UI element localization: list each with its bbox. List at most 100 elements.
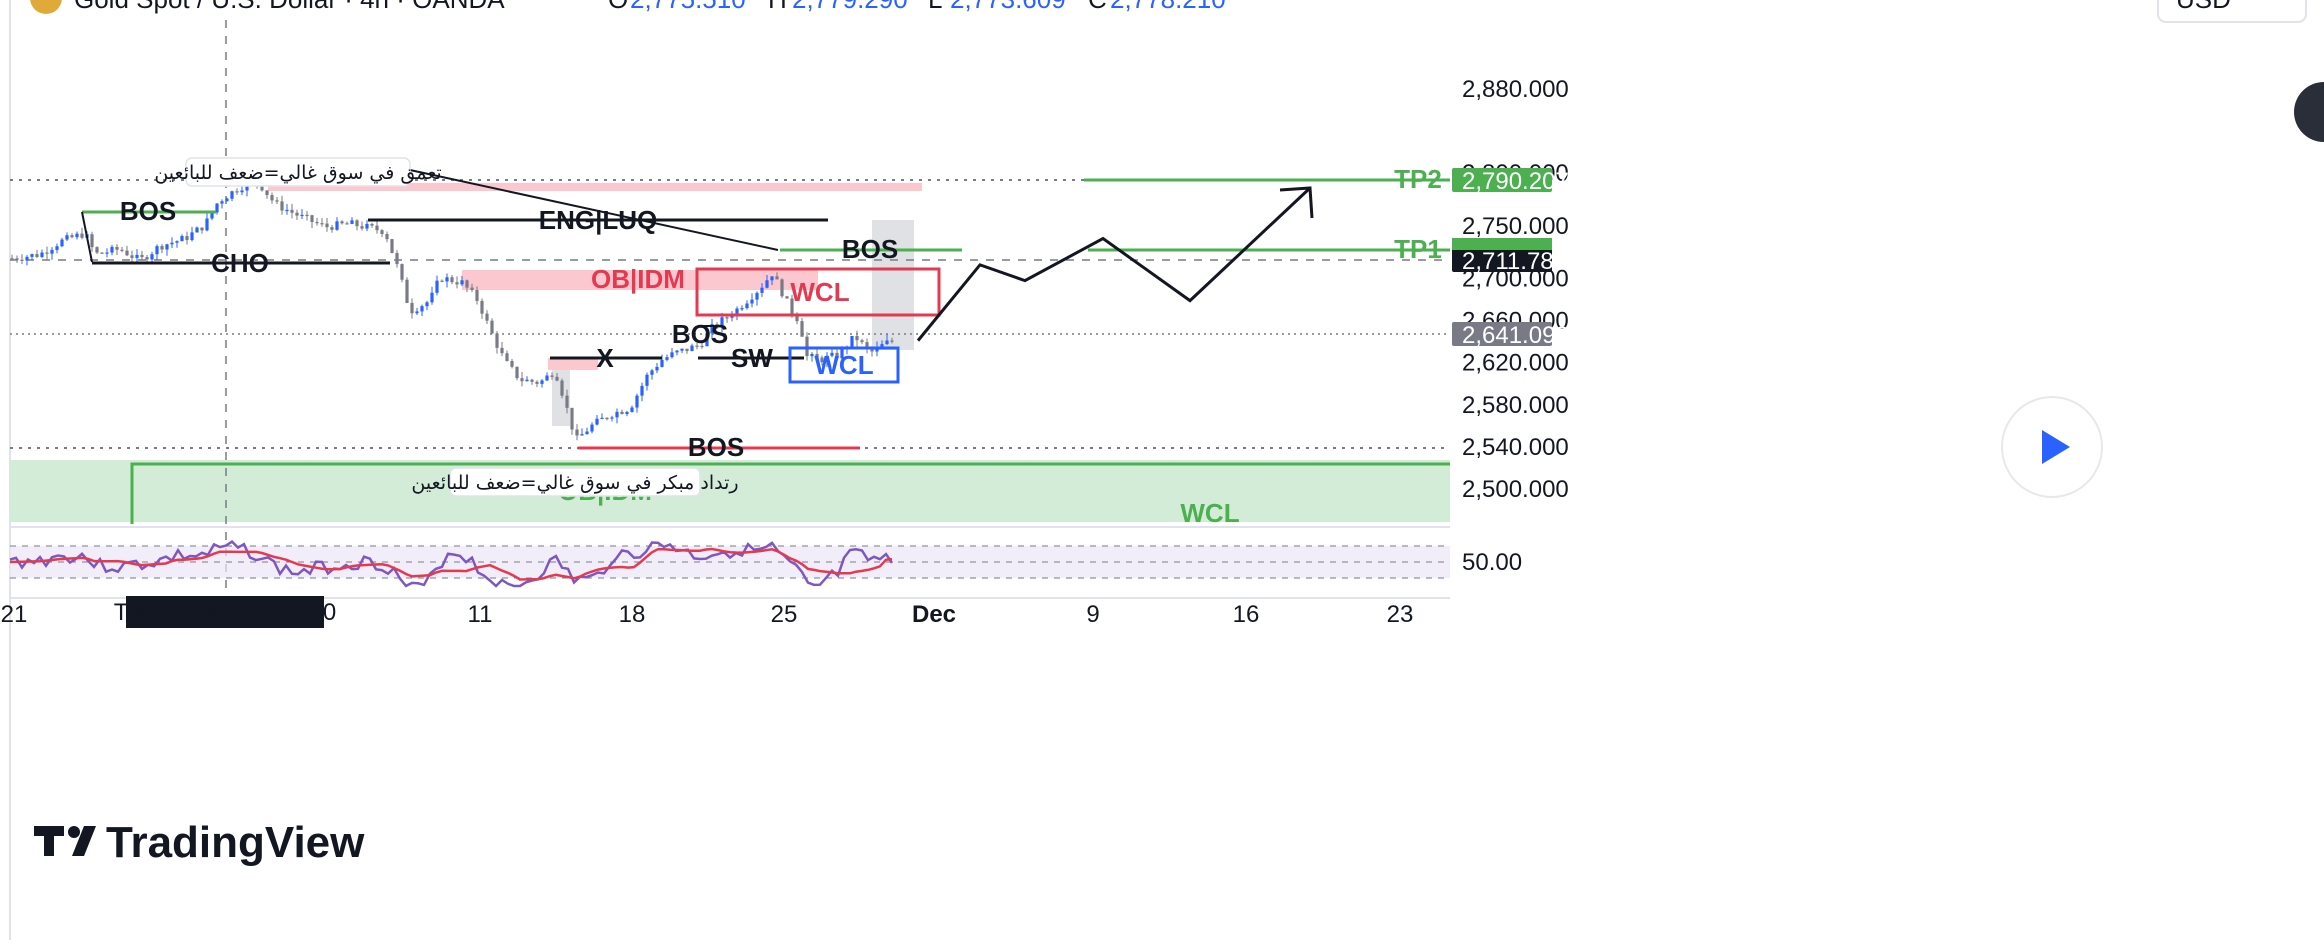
candle-body <box>440 280 444 282</box>
candle-body <box>165 244 169 250</box>
candle-body <box>465 280 469 288</box>
candle-body <box>585 431 589 435</box>
tp1-label: TP1 <box>1394 234 1442 264</box>
candle-body <box>170 242 174 245</box>
candle-body <box>20 259 24 261</box>
price-tag-value: 2,641.090 <box>1462 322 1569 349</box>
candle-body <box>200 227 204 231</box>
candle-body <box>690 345 694 352</box>
candle-body <box>675 350 679 353</box>
candle-body <box>625 411 629 414</box>
candle-body <box>355 220 359 227</box>
ohlc-close-value: 2,778.210 <box>1110 0 1226 14</box>
candle-body <box>225 198 229 202</box>
price-tick-label: 2,500.000 <box>1462 476 1569 503</box>
rsi-level-label: 50.00 <box>1462 549 1522 576</box>
ob-idm-label: OB|IDM <box>591 264 685 294</box>
candle-body <box>825 355 829 363</box>
candle-body <box>660 359 664 367</box>
candle-body <box>740 308 744 310</box>
rsi-line <box>9 539 894 588</box>
candle-body <box>110 246 114 253</box>
candle-body <box>635 395 639 408</box>
candle-body <box>720 317 724 327</box>
candle-body <box>805 336 809 357</box>
ohlc-close-label: C <box>1088 0 1107 14</box>
candle-body <box>575 429 579 436</box>
wcl-label-red: WCL <box>790 277 849 307</box>
candle-body <box>240 190 244 193</box>
candle-body <box>390 239 394 253</box>
crosshair-time-box <box>126 596 324 628</box>
side-panel-handle[interactable] <box>2294 82 2324 142</box>
projection-arrowhead <box>1279 186 1314 219</box>
candle-body <box>60 239 64 247</box>
candle-body <box>25 256 29 261</box>
time-tick-label: Dec <box>912 601 956 628</box>
candle-body <box>685 348 689 352</box>
supply-zone-top <box>268 183 922 191</box>
candle-body <box>300 214 304 217</box>
candle-body <box>10 258 14 260</box>
ohlc-high-label: H <box>768 0 787 14</box>
candle-body <box>235 191 239 193</box>
bos-label-bottom: BOS <box>688 432 744 462</box>
candle-body <box>100 252 104 254</box>
price-tick-label: 2,580.000 <box>1462 392 1569 419</box>
play-button[interactable] <box>2001 396 2103 498</box>
candle-body <box>180 236 184 242</box>
candle-body <box>215 203 219 213</box>
candle-body <box>725 317 729 319</box>
candle-body <box>705 333 709 347</box>
candle-body <box>650 370 654 375</box>
note-top-text: تعمق في سوق غالي=ضعف للبائعين <box>154 162 441 184</box>
candle-body <box>340 221 344 224</box>
candle-body <box>55 246 59 250</box>
candle-body <box>280 201 284 211</box>
candle-body <box>175 241 179 243</box>
tradingview-logo: TradingView <box>34 818 365 867</box>
candle-body <box>860 340 864 343</box>
candle-body <box>680 348 684 351</box>
price-tick-label: 2,750.000 <box>1462 213 1569 240</box>
candle-body <box>870 348 874 352</box>
candle-body <box>630 407 634 412</box>
candle-body <box>510 361 514 367</box>
candle-body <box>495 333 499 348</box>
bos-label-left: BOS <box>120 196 176 226</box>
tp2-label: TP2 <box>1394 164 1442 194</box>
candle-body <box>135 254 139 258</box>
candle-body <box>80 233 84 238</box>
crosshair-time-label: Tue 29 Oct '24 20:00 <box>114 599 337 626</box>
candle-body <box>565 395 569 408</box>
gold-coin-icon <box>30 0 62 14</box>
candle-body <box>605 417 609 420</box>
candle-body <box>645 374 649 386</box>
rsi-ma-line <box>9 547 893 581</box>
candle-body <box>425 302 429 307</box>
candle-body <box>710 324 714 334</box>
candle-body <box>470 287 474 291</box>
candle-body <box>75 233 79 238</box>
candle-body <box>505 353 509 362</box>
candle-body <box>580 434 584 436</box>
currency-button[interactable] <box>2157 0 2307 23</box>
candle-body <box>760 287 764 293</box>
candle-body <box>395 252 399 265</box>
candle-body <box>695 345 699 347</box>
candle-body <box>35 254 39 257</box>
candle-body <box>65 235 69 240</box>
candle-body <box>155 246 159 255</box>
currency-label: USD <box>2176 0 2231 14</box>
candle-body <box>145 257 149 260</box>
candle-body <box>620 411 624 414</box>
wcl-label-blue: WCL <box>814 350 873 380</box>
candle-body <box>15 258 19 260</box>
symbol-title: Gold Spot / U.S. Dollar · 4h · OANDA <box>74 0 505 14</box>
candle-body <box>560 380 564 396</box>
candle-body <box>430 292 434 303</box>
wcl-label-green: WCL <box>1180 498 1239 528</box>
candle-body <box>790 298 794 314</box>
candle-body <box>460 280 464 285</box>
